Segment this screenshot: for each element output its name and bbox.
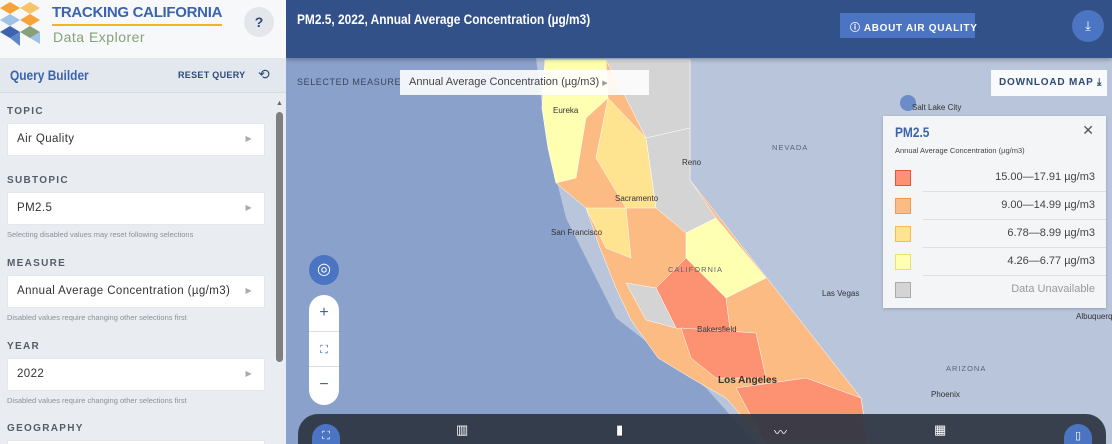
query-builder-header: Query Builder RESET QUERY ⟲ — [0, 58, 286, 93]
calculator-icon[interactable]: ▦ — [934, 422, 947, 437]
subtopic-value: PM2.5 — [17, 202, 53, 214]
legend-swatch — [895, 226, 911, 242]
line-chart-icon[interactable]: 〰 — [774, 425, 788, 440]
help-button[interactable]: ? — [244, 7, 274, 37]
map-label-california: CALIFORNIA — [668, 265, 724, 274]
legend-item: 15.00—17.91 µg/m3 — [895, 164, 1106, 192]
measure-label: MEASURE — [7, 258, 67, 269]
legend-item: 6.78—8.99 µg/m3 — [895, 220, 1106, 248]
chevron-right-icon: ▶ — [245, 286, 252, 295]
fullscreen-icon[interactable]: ⛶ — [312, 424, 340, 444]
zoom-controls: + ⛶ − — [309, 295, 339, 405]
map-label-los-angeles: Los Angeles — [718, 375, 778, 386]
map-label-nevada: NEVADA — [772, 143, 809, 152]
legend-swatch — [895, 282, 911, 298]
legend-divider — [923, 219, 1106, 220]
map-label-reno: Reno — [682, 158, 702, 167]
legend-subtitle: Annual Average Concentration (µg/m3) — [895, 146, 1025, 155]
download-icon[interactable]: ⤓ — [1072, 10, 1104, 42]
year-hint: Disabled values require changing other s… — [7, 396, 187, 405]
topic-select[interactable]: Air Quality ▶ — [7, 123, 265, 156]
map-header: PM2.5, 2022, Annual Average Concentratio… — [286, 0, 1112, 58]
measure-hint: Disabled values require changing other s… — [7, 313, 187, 322]
chevron-right-icon: ▶ — [245, 369, 252, 378]
locate-icon[interactable]: ◎ — [309, 255, 339, 285]
legend-label: 6.78—8.99 µg/m3 — [1007, 227, 1095, 239]
download-map-label: DOWNLOAD MAP — [999, 77, 1094, 88]
year-value: 2022 — [17, 368, 45, 380]
map-label-phoenix: Phoenix — [931, 390, 960, 399]
sidebar-scrollbar[interactable] — [276, 112, 283, 362]
bottom-toolbar: ⛶ ▥ ▮ 〰 ▦ ▯ — [298, 414, 1106, 444]
sidebar: TRACKING CALIFORNIA Data Explorer ? Quer… — [0, 0, 286, 444]
query-builder-title: Query Builder — [10, 67, 89, 83]
topic-value: Air Quality — [17, 133, 75, 145]
legend-swatch — [895, 198, 911, 214]
map-label-las-vegas: Las Vegas — [822, 289, 860, 298]
subtopic-label: SUBTOPIC — [7, 175, 69, 186]
info-icon: ⓘ — [850, 23, 864, 34]
year-select[interactable]: 2022 ▶ — [7, 358, 265, 391]
legend-divider — [923, 275, 1106, 276]
map-label-arizona: ARIZONA — [946, 364, 987, 373]
map-icon[interactable]: ▥ — [456, 422, 469, 437]
geography-select[interactable] — [7, 440, 265, 444]
legend-item: Data Unavailable — [895, 276, 1095, 304]
brand-subtitle: Data Explorer — [53, 29, 146, 45]
legend-label: 9.00—14.99 µg/m3 — [1001, 199, 1095, 211]
legend-item: 9.00—14.99 µg/m3 — [895, 192, 1106, 220]
map-label-salt-lake-city: Salt Lake City — [912, 103, 962, 112]
map-label-sacramento: Sacramento — [615, 194, 659, 203]
map-label-albuquerque: Albuquerque — [1076, 312, 1112, 321]
legend-item: 4.26—6.77 µg/m3 — [895, 248, 1106, 276]
about-label: ABOUT AIR QUALITY — [863, 23, 978, 34]
download-icon: ⤓ — [1097, 77, 1103, 88]
legend-divider — [923, 247, 1106, 248]
close-icon[interactable]: ✕ — [1082, 122, 1094, 138]
subtopic-select[interactable]: PM2.5 ▶ — [7, 192, 265, 225]
legend-label: Data Unavailable — [1011, 283, 1095, 295]
map-title: PM2.5, 2022, Annual Average Concentratio… — [297, 11, 591, 27]
subtopic-hint: Selecting disabled values may reset foll… — [7, 230, 194, 239]
logo-icon — [0, 2, 40, 46]
legend-title: PM2.5 — [895, 124, 930, 140]
reset-icon[interactable]: ⟲ — [258, 66, 270, 82]
legend-divider — [923, 191, 1106, 192]
legend-swatch — [895, 254, 911, 270]
map-label-bakersfield: Bakersfield — [697, 325, 737, 334]
map-panel: PM2.5, 2022, Annual Average Concentratio… — [286, 0, 1112, 444]
about-air-quality-button[interactable]: ⓘ ABOUT AIR QUALITY — [840, 13, 978, 38]
zoom-out-button[interactable]: − — [319, 376, 329, 393]
zoom-in-button[interactable]: + — [319, 304, 329, 321]
map-label-san-francisco: San Francisco — [551, 228, 603, 237]
chevron-right-icon: ▶ — [245, 203, 252, 212]
query-fields: TOPIC Air Quality ▶ SUBTOPIC PM2.5 ▶ Selec… — [0, 94, 274, 444]
selected-measure-select[interactable]: Annual Average Concentration (µg/m3) ▶ — [400, 70, 649, 95]
brand-title: TRACKING CALIFORNIA — [52, 4, 222, 26]
year-label: YEAR — [7, 341, 40, 352]
legend-label: 4.26—6.77 µg/m3 — [1007, 255, 1095, 267]
legend-swatch — [895, 170, 911, 186]
bar-chart-icon[interactable]: ▮ — [616, 422, 624, 437]
selected-measure-label: SELECTED MEASURE — [297, 77, 402, 87]
selected-measure-value: Annual Average Concentration (µg/m3) — [409, 76, 600, 88]
download-map-button[interactable]: DOWNLOAD MAP ⤓ — [991, 70, 1107, 96]
measure-select[interactable]: Annual Average Concentration (µg/m3) ▶ — [7, 275, 265, 308]
brand-header: TRACKING CALIFORNIA Data Explorer ? — [0, 0, 286, 58]
map-legend: PM2.5 Annual Average Concentration (µg/m… — [883, 116, 1106, 308]
legend-label: 15.00—17.91 µg/m3 — [995, 171, 1095, 183]
panel-icon[interactable]: ▯ — [1064, 424, 1092, 444]
chevron-right-icon: ▶ — [245, 134, 252, 143]
scroll-up-arrow[interactable]: ▲ — [276, 100, 283, 107]
chevron-right-icon: ▶ — [602, 80, 608, 87]
measure-value: Annual Average Concentration (µg/m3) — [17, 285, 231, 297]
geography-label: GEOGRAPHY — [7, 423, 84, 434]
topic-label: TOPIC — [7, 106, 44, 117]
map-label-eureka: Eureka — [553, 106, 579, 115]
reset-query-button[interactable]: RESET QUERY — [178, 70, 246, 80]
reset-view-icon[interactable]: ⛶ — [309, 331, 339, 367]
